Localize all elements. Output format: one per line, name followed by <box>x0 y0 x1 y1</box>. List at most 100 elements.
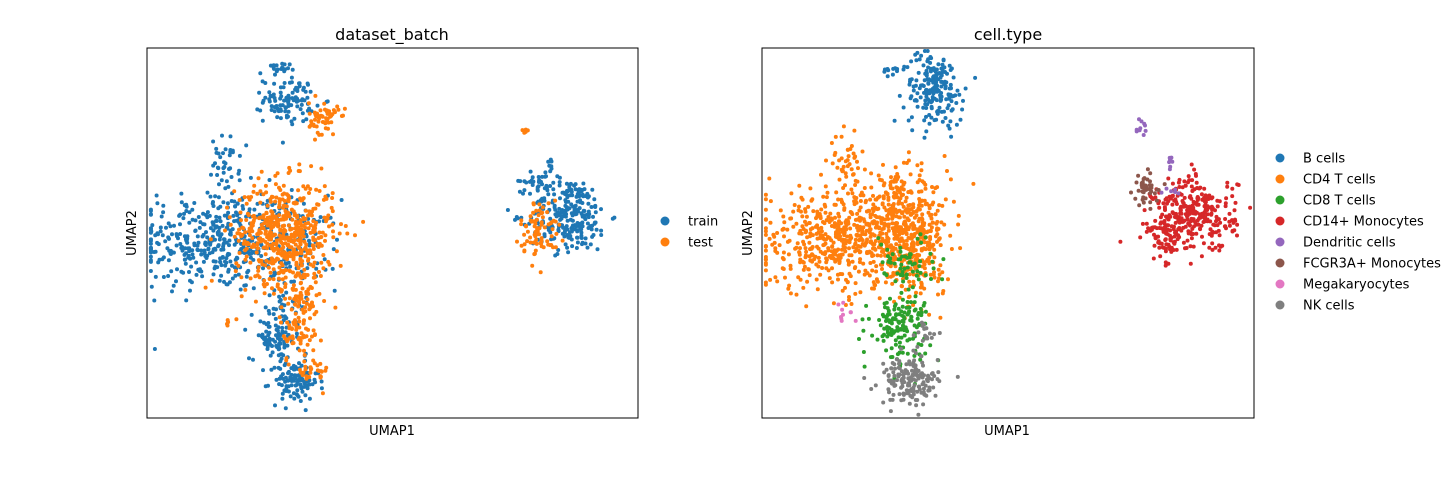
data-point <box>163 239 168 244</box>
data-point <box>247 233 252 238</box>
data-point <box>294 85 299 90</box>
data-point <box>230 227 235 232</box>
data-point <box>870 333 875 338</box>
data-point <box>880 201 885 206</box>
data-point <box>915 236 920 241</box>
data-point <box>898 190 902 195</box>
data-point <box>1194 231 1199 236</box>
data-point <box>213 247 218 252</box>
data-point <box>218 155 223 160</box>
data-point <box>907 401 912 406</box>
data-point <box>262 320 266 325</box>
data-point <box>196 215 201 219</box>
data-point <box>262 278 267 283</box>
data-point <box>1227 223 1232 228</box>
data-point <box>905 65 910 70</box>
data-point <box>298 274 303 278</box>
data-point <box>836 223 841 228</box>
data-point <box>905 338 910 343</box>
data-point <box>805 279 810 284</box>
data-point <box>798 257 803 262</box>
data-point <box>315 103 320 108</box>
data-point <box>900 254 905 259</box>
data-point <box>265 203 270 208</box>
data-point <box>243 230 248 235</box>
data-point <box>287 268 292 273</box>
data-point <box>225 205 229 210</box>
data-point <box>907 383 912 388</box>
data-point <box>1196 222 1201 227</box>
data-point <box>239 275 244 280</box>
data-point <box>1141 195 1146 200</box>
data-point <box>579 230 584 235</box>
data-point <box>313 371 318 376</box>
data-point <box>811 209 816 214</box>
data-point <box>928 69 933 74</box>
data-point <box>881 361 886 366</box>
data-point <box>244 143 249 148</box>
data-point <box>156 232 160 237</box>
data-point <box>841 300 846 305</box>
data-point <box>853 281 858 286</box>
data-point <box>763 232 768 237</box>
data-point <box>881 183 886 188</box>
data-point <box>956 222 961 227</box>
data-point <box>275 246 280 251</box>
data-point <box>283 109 288 114</box>
data-point <box>155 240 160 245</box>
data-point <box>301 319 306 324</box>
data-point <box>287 250 292 255</box>
data-point <box>276 331 281 336</box>
data-point <box>294 373 299 378</box>
data-point <box>871 193 875 198</box>
data-point <box>897 187 902 192</box>
data-point <box>787 238 792 243</box>
data-point <box>361 219 366 224</box>
data-point <box>293 95 298 100</box>
data-point <box>573 203 578 208</box>
data-point <box>929 100 933 105</box>
data-point <box>915 398 920 402</box>
data-point <box>256 176 261 181</box>
data-point <box>303 89 308 94</box>
data-point <box>566 250 571 255</box>
data-point <box>915 344 920 349</box>
data-point <box>236 171 241 176</box>
data-point <box>569 237 574 242</box>
data-point <box>1148 200 1153 205</box>
data-point <box>900 270 905 274</box>
data-point <box>270 195 275 199</box>
data-point <box>927 255 932 260</box>
data-point <box>855 225 860 230</box>
data-point <box>268 199 273 204</box>
data-point <box>885 254 890 259</box>
data-point <box>309 286 314 290</box>
data-point <box>267 336 272 341</box>
data-point <box>899 327 903 332</box>
data-point <box>277 299 282 304</box>
data-point <box>810 226 815 231</box>
data-point <box>894 313 898 318</box>
data-point <box>298 220 303 225</box>
data-point <box>821 220 825 224</box>
data-point <box>1148 206 1153 211</box>
data-point <box>942 154 947 158</box>
data-point <box>836 302 841 307</box>
data-point <box>311 348 316 353</box>
data-point <box>763 244 768 248</box>
legend-label: B cells <box>1303 152 1345 167</box>
data-point <box>1153 235 1158 240</box>
data-point <box>1169 235 1174 240</box>
data-point <box>892 236 897 241</box>
data-point <box>197 225 202 230</box>
data-point <box>236 272 241 277</box>
data-point <box>215 165 220 170</box>
data-point <box>886 211 891 216</box>
data-point <box>771 232 776 237</box>
data-point <box>308 230 313 235</box>
data-point <box>920 198 925 203</box>
data-point <box>178 242 183 246</box>
data-point <box>937 272 942 277</box>
data-point <box>816 230 821 235</box>
data-point <box>1179 228 1184 233</box>
